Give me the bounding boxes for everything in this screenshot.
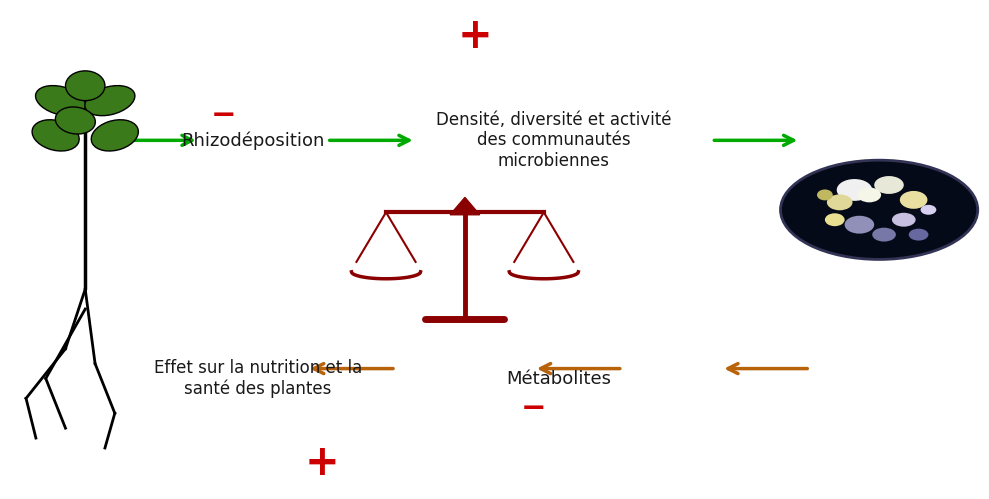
Ellipse shape: [845, 216, 874, 234]
Ellipse shape: [32, 120, 79, 151]
Ellipse shape: [825, 213, 845, 226]
Ellipse shape: [36, 86, 86, 116]
Ellipse shape: [857, 188, 881, 203]
Circle shape: [780, 160, 978, 259]
Ellipse shape: [827, 195, 853, 210]
Polygon shape: [450, 198, 480, 215]
Text: Effet sur la nutrition et la
santé des plantes: Effet sur la nutrition et la santé des p…: [153, 359, 362, 398]
Ellipse shape: [65, 71, 105, 101]
Text: −: −: [521, 394, 547, 423]
Text: Rhizodéposition: Rhizodéposition: [181, 131, 324, 150]
Text: −: −: [211, 101, 236, 130]
Ellipse shape: [874, 176, 904, 194]
Ellipse shape: [909, 229, 929, 241]
Ellipse shape: [900, 191, 928, 209]
Ellipse shape: [817, 190, 833, 201]
Circle shape: [780, 160, 978, 259]
Ellipse shape: [85, 86, 135, 116]
Ellipse shape: [892, 213, 916, 227]
Ellipse shape: [55, 107, 95, 134]
Ellipse shape: [872, 228, 896, 242]
Ellipse shape: [91, 120, 138, 151]
Text: Métabolites: Métabolites: [506, 370, 611, 388]
Text: +: +: [305, 442, 339, 484]
Text: +: +: [457, 15, 493, 57]
Ellipse shape: [921, 205, 937, 215]
Ellipse shape: [837, 179, 872, 201]
Text: Densité, diversité et activité
des communautés
microbiennes: Densité, diversité et activité des commu…: [436, 111, 672, 170]
